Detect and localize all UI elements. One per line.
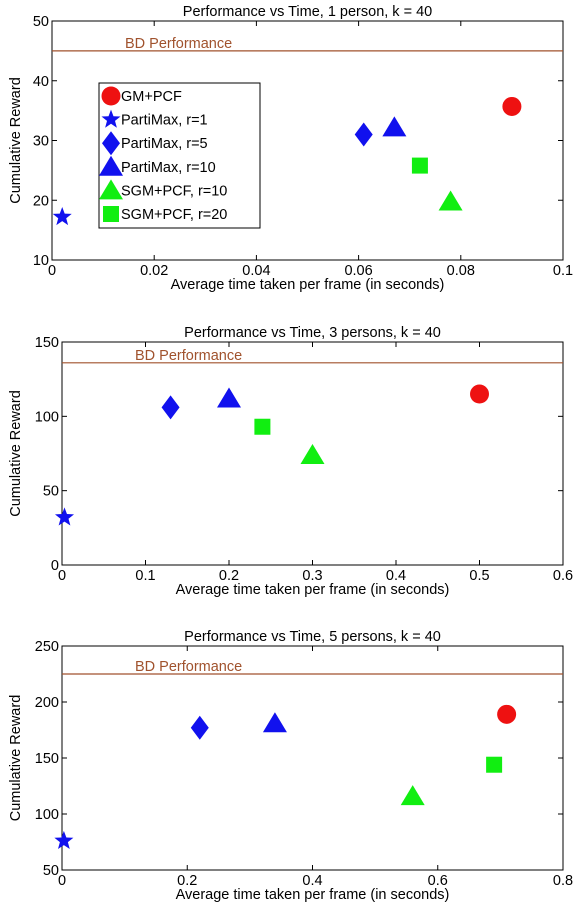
y-axis-label: Cumulative Reward	[8, 695, 24, 822]
data-point	[411, 157, 428, 174]
data-point	[438, 190, 463, 211]
legend-label: SGM+PCF, r=20	[121, 207, 227, 223]
y-tick-label: 150	[35, 751, 59, 767]
x-tick-label: 0.3	[302, 568, 322, 584]
bd-performance-label: BD Performance	[135, 659, 242, 675]
legend-marker	[101, 86, 121, 106]
y-tick-label: 30	[33, 134, 49, 150]
data-point	[300, 443, 325, 464]
data-point	[382, 116, 407, 137]
x-tick-label: 0.4	[386, 568, 406, 584]
legend-label: GM+PCF	[121, 89, 182, 105]
data-point	[470, 384, 489, 404]
chart-title: Performance vs Time, 1 person, k = 40	[183, 4, 432, 20]
legend-label: PartiMax, r=1	[121, 113, 208, 129]
data-point	[400, 785, 425, 806]
x-tick-label: 0.08	[447, 263, 475, 279]
chart-panel-1: Performance vs Time, 1 person, k = 40 0 0.…	[8, 4, 573, 293]
y-tick-label: 250	[35, 639, 59, 655]
y-tick-label: 100	[35, 409, 59, 425]
data-point	[486, 756, 503, 773]
legend-marker	[99, 155, 123, 176]
y-tick-label: 100	[35, 807, 59, 823]
data-point	[54, 507, 75, 526]
data-point	[54, 830, 74, 849]
data-point	[262, 712, 287, 733]
x-tick-label: 0.6	[428, 873, 448, 889]
x-tick-label: 0.4	[302, 873, 322, 889]
y-tick-label: 50	[43, 863, 59, 879]
data-point	[161, 395, 180, 420]
x-axis-label: Average time taken per frame (in seconds…	[171, 277, 445, 293]
x-tick-label: 0.02	[140, 263, 168, 279]
data-point	[190, 715, 209, 740]
x-tick-label: 0.2	[219, 568, 239, 584]
legend-label: PartiMax, r=10	[121, 160, 216, 176]
y-axis-label: Cumulative Reward	[8, 390, 24, 517]
x-tick-label: 0.8	[553, 873, 573, 889]
data-point	[52, 206, 72, 226]
bd-performance-label: BD Performance	[135, 348, 242, 364]
y-tick-label: 200	[35, 695, 59, 711]
y-tick-label: 20	[33, 193, 49, 209]
data-point	[354, 122, 373, 147]
legend-marker	[101, 109, 121, 128]
legend-marker	[103, 206, 119, 222]
y-tick-label: 10	[33, 253, 49, 269]
bd-performance-label: BD Performance	[125, 36, 232, 52]
y-tick-label: 50	[43, 484, 59, 500]
y-axis-label: Cumulative Reward	[8, 77, 24, 204]
chart-panel-3: Performance vs Time, 5 persons, k = 40 0 0…	[8, 629, 573, 903]
y-tick-label: 150	[35, 335, 59, 351]
x-axis-label: Average time taken per frame (in seconds…	[176, 887, 450, 903]
x-tick-label: 0.06	[344, 263, 372, 279]
x-tick-label: 0	[58, 873, 66, 889]
legend-box	[98, 82, 261, 229]
x-tick-label: 0.1	[553, 263, 573, 279]
chart-title: Performance vs Time, 3 persons, k = 40	[184, 325, 441, 341]
x-tick-label: 0	[48, 263, 56, 279]
plot-area	[61, 645, 564, 871]
legend-marker	[102, 131, 120, 156]
data-point	[502, 96, 522, 116]
y-tick-label: 40	[33, 74, 49, 90]
x-tick-label: 0.04	[242, 263, 270, 279]
chart-panel-2: Performance vs Time, 3 persons, k = 400 0…	[8, 325, 573, 598]
legend: GM+PCF PartiMax, r=1 PartiMax, r=5 PartiMax…	[98, 82, 261, 229]
data-point	[497, 704, 517, 724]
x-tick-label: 0.1	[135, 568, 155, 584]
x-tick-label: 0.5	[469, 568, 489, 584]
chart-title: Performance vs Time, 5 persons, k = 40	[184, 629, 441, 645]
y-tick-label: 50	[33, 14, 49, 30]
data-point	[254, 418, 271, 435]
x-tick-label: 0.6	[553, 568, 573, 584]
legend-label: PartiMax, r=5	[121, 136, 208, 152]
y-tick-label: 0	[51, 558, 59, 574]
legend-label: SGM+PCF, r=10	[121, 183, 227, 199]
data-point	[217, 387, 241, 408]
x-tick-label: 0	[58, 568, 66, 584]
legend-marker	[99, 179, 123, 200]
x-axis-label: Average time taken per frame (in seconds…	[176, 582, 450, 598]
x-tick-label: 0.2	[177, 873, 197, 889]
